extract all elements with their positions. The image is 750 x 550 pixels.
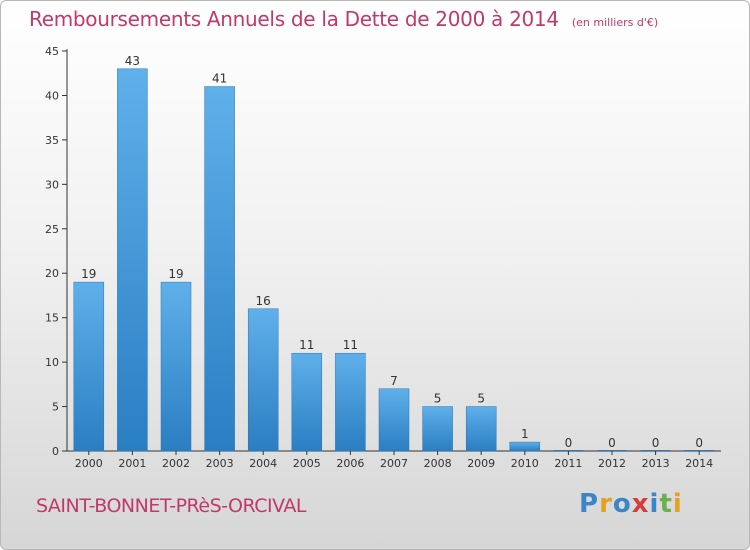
bar [509, 441, 541, 452]
y-tick-label: 30 [45, 178, 59, 191]
bar [291, 352, 323, 452]
bar [335, 352, 366, 452]
proxiti-logo: Proxiti [579, 489, 683, 519]
data-label: 16 [256, 294, 271, 308]
bar [204, 86, 235, 452]
x-tick-label: 2011 [554, 457, 582, 470]
bar [247, 308, 279, 452]
y-tick-label: 0 [52, 445, 59, 458]
logo-letter: i [672, 489, 683, 519]
chart-title: Remboursements Annuels de la Dette de 20… [29, 7, 559, 31]
data-label: 19 [168, 267, 183, 281]
logo-letter: t [659, 489, 673, 519]
x-tick-label: 2001 [118, 457, 146, 470]
y-tick-label: 5 [52, 401, 59, 414]
data-label: 43 [125, 54, 140, 68]
chart-unit: (en milliers d'€) [571, 16, 659, 29]
chart-title-block: Remboursements Annuels de la Dette de 20… [29, 7, 658, 31]
x-tick-label: 2013 [642, 457, 670, 470]
data-label: 5 [477, 392, 485, 406]
y-tick-label: 10 [45, 356, 59, 369]
data-label: 11 [299, 338, 314, 352]
x-tick-label: 2008 [424, 457, 452, 470]
bar [465, 406, 497, 452]
y-tick-label: 20 [45, 267, 59, 280]
bar [378, 388, 410, 452]
x-tick-label: 2000 [75, 457, 103, 470]
y-tick-label: 35 [45, 134, 59, 147]
data-label: 1 [521, 427, 529, 441]
data-label: 0 [608, 436, 616, 450]
logo-letter: x [631, 489, 650, 519]
bar [160, 281, 192, 452]
bar [422, 406, 453, 452]
data-label: 41 [212, 72, 227, 86]
x-tick-label: 2009 [467, 457, 495, 470]
y-tick-label: 45 [45, 45, 59, 58]
x-tick-label: 2007 [380, 457, 408, 470]
logo-letter: r [599, 489, 613, 519]
data-label: 7 [390, 374, 398, 388]
x-tick-label: 2002 [162, 457, 190, 470]
x-tick-label: 2010 [511, 457, 539, 470]
data-label: 19 [81, 267, 96, 281]
logo-letter: P [579, 489, 600, 519]
x-tick-label: 2004 [249, 457, 277, 470]
commune-name: SAINT-BONNET-PRèS-ORCIVAL [36, 495, 306, 517]
x-tick-label: 2003 [206, 457, 234, 470]
data-label: 5 [434, 392, 442, 406]
x-tick-label: 2006 [336, 457, 364, 470]
x-tick-label: 2012 [598, 457, 626, 470]
data-label: 0 [565, 436, 573, 450]
y-tick-label: 15 [45, 312, 59, 325]
data-label: 0 [652, 436, 660, 450]
y-tick-label: 40 [45, 89, 59, 102]
bar [117, 68, 148, 452]
logo-letter: i [649, 489, 660, 519]
data-label: 11 [343, 338, 358, 352]
bar [73, 281, 105, 452]
data-label: 0 [695, 436, 703, 450]
logo-letter: o [612, 489, 632, 519]
x-tick-label: 2014 [685, 457, 713, 470]
x-tick-label: 2005 [293, 457, 321, 470]
y-tick-label: 25 [45, 223, 59, 236]
